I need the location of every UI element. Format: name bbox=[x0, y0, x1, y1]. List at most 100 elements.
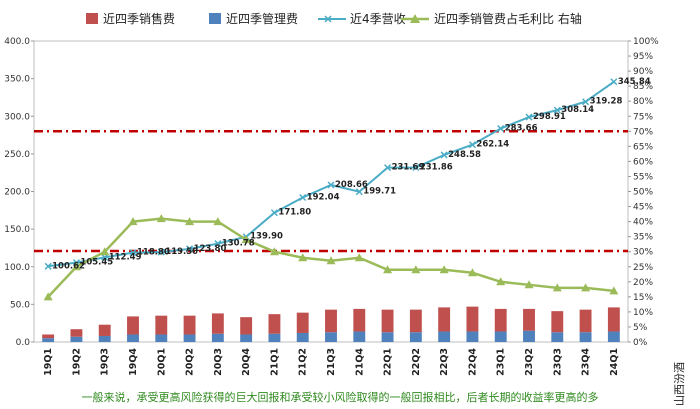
y-right-tick-label: 20% bbox=[633, 278, 653, 288]
y-right-tick-label: 85% bbox=[633, 82, 653, 92]
ratio-marker bbox=[71, 262, 81, 271]
bar-sales-expense bbox=[325, 309, 337, 333]
ratio-marker bbox=[43, 292, 53, 301]
bar-sales-expense bbox=[523, 308, 535, 331]
bar-admin-expense bbox=[296, 332, 309, 342]
bar-admin-expense bbox=[268, 333, 281, 342]
bar-admin-expense bbox=[42, 338, 55, 342]
bar-sales-expense bbox=[607, 307, 620, 332]
revenue-marker bbox=[129, 249, 137, 257]
x-axis-ticks: 19Q1 19Q2 19Q3 19Q4 20Q1 20Q2 20Q3 20Q4 21Q1 21Q2… bbox=[43, 348, 620, 376]
legend-item: 近4季营收 bbox=[318, 12, 406, 26]
legend-label: 近4季营收 bbox=[350, 12, 406, 26]
x-tick-label: 20Q3 bbox=[213, 348, 224, 376]
x-tick-label: 22Q1 bbox=[383, 348, 394, 376]
revenue-marker bbox=[582, 98, 590, 106]
bar-admin-expense bbox=[579, 332, 592, 342]
y-right-tick-label: 80% bbox=[633, 97, 653, 107]
legend-swatch bbox=[209, 13, 221, 24]
reference-lines bbox=[34, 130, 628, 253]
footnote: 一般来说，承受更高风险获得的巨大回报和承受较小风险取得的一般回报相比，后者长期的… bbox=[82, 390, 599, 404]
y-left-tick-label: 250.0 bbox=[4, 150, 30, 160]
y-right-tick-label: 55% bbox=[633, 172, 653, 182]
y-right-tick-label: 70% bbox=[633, 127, 653, 137]
revenue-marker bbox=[186, 245, 194, 253]
revenue-data-label: 208.66 bbox=[335, 180, 368, 190]
bar-admin-expense bbox=[353, 331, 366, 342]
bar-sales-expense bbox=[579, 309, 592, 333]
x-tick-label: 24Q1 bbox=[609, 348, 620, 376]
legend-label: 近四季销售费 bbox=[103, 11, 175, 26]
revenue-data-label: 139.90 bbox=[250, 232, 283, 242]
bar-admin-expense bbox=[438, 331, 451, 342]
y-left-tick-label: 0.0 bbox=[16, 338, 31, 348]
ratio-marker bbox=[552, 283, 562, 292]
ratio-marker bbox=[128, 217, 138, 226]
revenue-marker bbox=[440, 151, 448, 159]
y-right-tick-label: 35% bbox=[633, 233, 653, 243]
x-tick-label: 22Q2 bbox=[411, 348, 422, 376]
revenue-data-label: 262.14 bbox=[476, 140, 509, 150]
ratio-marker bbox=[609, 286, 619, 295]
y-left-tick-label: 150.0 bbox=[4, 225, 30, 235]
y-right-tick-label: 5% bbox=[633, 323, 648, 333]
x-tick-label: 19Q4 bbox=[128, 348, 139, 376]
y-left-tick-label: 100.0 bbox=[4, 263, 30, 273]
ratio-marker bbox=[467, 268, 477, 277]
x-tick-label: 19Q1 bbox=[43, 348, 54, 376]
ratio-marker bbox=[298, 253, 308, 262]
x-tick-label: 21Q3 bbox=[326, 348, 337, 376]
legend-item: 近四季销售费 bbox=[86, 11, 175, 26]
revenue-data-label: 112.49 bbox=[109, 252, 142, 262]
y-right-tick-label: 15% bbox=[633, 293, 653, 303]
x-tick-label: 23Q4 bbox=[581, 348, 592, 376]
revenue-data-label: 118.80 bbox=[137, 248, 170, 258]
y-right-tick-label: 0% bbox=[633, 338, 648, 348]
revenue-data-label: 298.91 bbox=[533, 112, 566, 122]
x-tick-label: 22Q3 bbox=[439, 348, 450, 376]
x-tick-label: 21Q4 bbox=[354, 348, 365, 376]
ratio-marker bbox=[269, 247, 279, 256]
bar-sales-expense bbox=[438, 307, 451, 332]
y-left-tick-label: 50.0 bbox=[10, 300, 30, 310]
bar-sales-expense bbox=[127, 316, 139, 335]
bar-admin-expense bbox=[466, 331, 479, 342]
bar-admin-expense bbox=[98, 335, 111, 342]
y-right-tick-label: 100% bbox=[633, 37, 659, 47]
revenue-marker bbox=[214, 240, 222, 248]
ratio-marker bbox=[383, 265, 393, 274]
bar-sales-expense bbox=[353, 308, 366, 332]
bar-sales-expense bbox=[466, 306, 479, 332]
ratio-marker bbox=[156, 214, 166, 223]
legend-item: 近四季销管费占毛利比 右轴 bbox=[401, 11, 582, 26]
ratio-marker bbox=[100, 247, 110, 256]
revenue-data-label: 248.58 bbox=[448, 150, 481, 160]
y-left-tick-label: 300.0 bbox=[4, 112, 30, 122]
y-left-tick-label: 400.0 bbox=[4, 37, 30, 47]
y-right-tick-label: 25% bbox=[633, 263, 653, 273]
bar-admin-expense bbox=[183, 334, 196, 342]
series-lines: 100.62105.45112.49118.80119.50123.80130.… bbox=[43, 77, 651, 301]
x-tick-label: 20Q1 bbox=[156, 348, 167, 376]
y-right-tick-label: 65% bbox=[633, 142, 653, 152]
x-tick-label: 23Q3 bbox=[552, 348, 563, 376]
legend: 近四季销售费 近四季管理费 近4季营收 近四季销管费占毛利比 右轴 bbox=[86, 11, 582, 26]
revenue-data-label: 231.69 bbox=[392, 163, 425, 173]
ratio-marker bbox=[411, 265, 421, 274]
ratio-marker bbox=[439, 265, 449, 274]
revenue-data-label: 345.84 bbox=[618, 77, 651, 87]
bar-sales-expense bbox=[98, 324, 111, 336]
y-right-tick-label: 60% bbox=[633, 157, 653, 167]
revenue-marker bbox=[525, 113, 533, 121]
x-tick-label: 23Q2 bbox=[524, 348, 535, 376]
x-tick-label: 23Q1 bbox=[496, 348, 507, 376]
ratio-marker bbox=[581, 283, 591, 292]
bar-sales-expense bbox=[296, 312, 309, 333]
ratio-marker bbox=[524, 280, 534, 289]
revenue-data-label: 119.50 bbox=[165, 247, 198, 257]
x-tick-label: 19Q2 bbox=[71, 348, 82, 376]
bar-admin-expense bbox=[409, 332, 422, 342]
bar-sales-expense bbox=[494, 308, 507, 332]
